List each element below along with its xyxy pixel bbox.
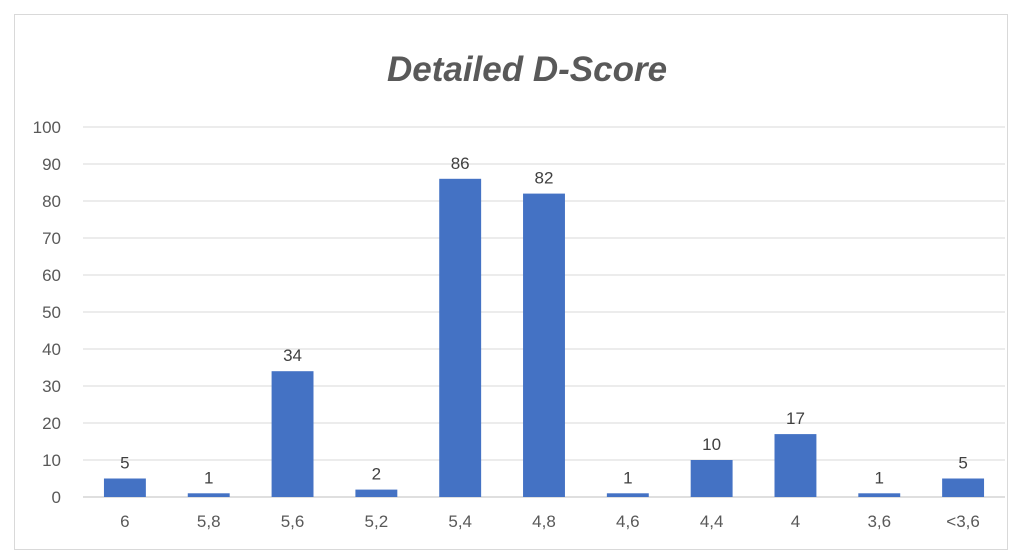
x-tick-label: 4,6 [616,512,640,531]
y-tick-label: 30 [42,377,61,396]
bar [774,434,817,497]
bar [103,478,146,497]
chart-title: Detailed D-Score [387,50,667,89]
data-label: 2 [372,465,381,484]
y-tick-label: 50 [42,303,61,322]
bar [187,493,230,497]
x-tick-label: 5,2 [365,512,389,531]
x-tick-label: 3,6 [867,512,891,531]
y-tick-label: 40 [42,340,61,359]
bar [606,493,649,497]
x-tick-label: 4,4 [700,512,724,531]
y-tick-label: 100 [33,118,61,137]
y-tick-label: 70 [42,229,61,248]
x-tick-label: 4 [791,512,800,531]
y-tick-label: 80 [42,192,61,211]
x-axis-ticks: 6 5,8 5,6 5,2 5,4 4,8 4,6 4,4 4 3,6 <3,6 [120,512,980,531]
data-label: 34 [283,346,302,365]
bar [355,489,398,497]
data-label: 86 [451,154,470,173]
data-label: 5 [120,454,129,473]
data-labels: 5 1 34 2 86 82 1 10 17 1 5 [120,154,968,487]
data-label: 17 [786,409,805,428]
bar [523,193,565,497]
y-axis-ticks: 0 10 20 30 40 50 60 70 80 90 100 [33,118,61,507]
data-label: 10 [702,435,721,454]
x-tick-label: 5,6 [281,512,305,531]
y-tick-label: 90 [42,155,61,174]
chart-frame: Detailed D-Score 0 10 20 30 40 50 60 70 80 90 100 … [14,14,1008,550]
bar [439,178,482,498]
data-label: 82 [535,169,554,188]
bars [103,178,985,498]
data-label: 1 [623,468,632,487]
y-tick-label: 10 [42,451,61,470]
data-label: 1 [875,468,884,487]
data-label: 1 [204,468,213,487]
bar [690,460,733,497]
x-tick-label: 5,4 [448,512,472,531]
x-tick-label: 5,8 [197,512,221,531]
y-tick-label: 20 [42,414,61,433]
data-label: 5 [958,454,967,473]
x-tick-label: 4,8 [532,512,556,531]
bar [942,478,985,497]
y-tick-label: 60 [42,266,61,285]
bar [271,371,314,497]
x-tick-label: 6 [120,512,129,531]
bar-chart: Detailed D-Score 0102030405060708090100 … [33,50,1005,531]
bar [858,493,901,497]
x-tick-label: <3,6 [946,512,980,531]
y-tick-label: 0 [52,488,61,507]
